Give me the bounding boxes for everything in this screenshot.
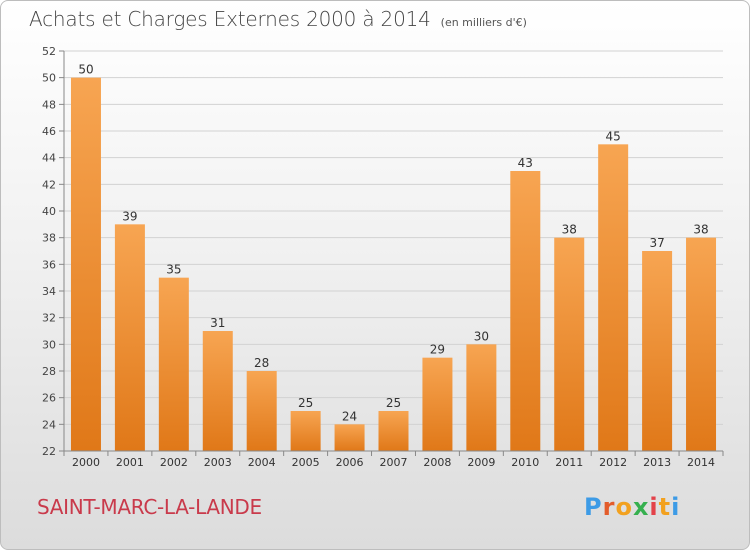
y-tick-label: 48 — [42, 98, 56, 111]
data-label: 37 — [649, 236, 664, 250]
bar-2011 — [554, 237, 585, 451]
logo-letter: t — [658, 493, 672, 521]
x-tick-label: 2008 — [423, 456, 451, 469]
x-tick-label: 2013 — [643, 456, 671, 469]
town-name: SAINT-MARC-LA-LANDE — [37, 495, 262, 519]
bar-2000 — [70, 77, 101, 452]
y-tick-label: 26 — [42, 392, 56, 405]
logo-letter: o — [615, 493, 633, 521]
y-tick-label: 36 — [42, 258, 56, 271]
x-tick-label: 2006 — [336, 456, 364, 469]
data-label: 43 — [518, 156, 533, 170]
y-tick-label: 50 — [42, 72, 56, 85]
logo-letter: P — [584, 493, 603, 521]
data-label: 35 — [166, 263, 181, 277]
y-tick-label: 30 — [42, 338, 56, 351]
bar-2006 — [334, 424, 365, 451]
data-label: 50 — [78, 63, 93, 77]
x-tick-label: 2002 — [160, 456, 188, 469]
bar-2014 — [686, 237, 717, 451]
bar-2009 — [466, 344, 497, 451]
bar-2001 — [114, 224, 145, 451]
x-tick-label: 2007 — [380, 456, 408, 469]
x-tick-label: 2000 — [72, 456, 100, 469]
data-label: 25 — [298, 396, 313, 410]
x-tick-label: 2011 — [555, 456, 583, 469]
y-tick-label: 32 — [42, 312, 56, 325]
x-tick-label: 2004 — [248, 456, 276, 469]
bar-2008 — [422, 357, 453, 451]
bar-2007 — [378, 411, 409, 451]
x-tick-label: 2010 — [511, 456, 539, 469]
data-label: 38 — [693, 223, 708, 237]
y-tick-label: 40 — [42, 205, 56, 218]
x-tick-label: 2005 — [292, 456, 320, 469]
x-tick-label: 2014 — [687, 456, 715, 469]
chart-title-block: Achats et Charges Externes 2000 à 2014 (e… — [29, 7, 527, 31]
y-axis: 22 24 26 28 30 32 34 36 38 40 42 44 46 48 50 52 — [42, 45, 65, 458]
y-tick-label: 28 — [42, 365, 56, 378]
bar-2005 — [290, 411, 321, 451]
data-label: 30 — [474, 329, 489, 343]
bar-2002 — [158, 277, 189, 451]
data-label: 28 — [254, 356, 269, 370]
y-tick-label: 34 — [42, 285, 56, 298]
logo-letter: i — [671, 493, 681, 521]
data-label: 24 — [342, 409, 357, 423]
data-label: 39 — [122, 209, 137, 223]
y-tick-label: 38 — [42, 232, 56, 245]
x-tick-label: 2009 — [467, 456, 495, 469]
y-tick-label: 42 — [42, 178, 56, 191]
x-tick-label: 2012 — [599, 456, 627, 469]
data-label: 31 — [210, 316, 225, 330]
x-tick-label: 2003 — [204, 456, 232, 469]
chart-title: Achats et Charges Externes 2000 à 2014 — [29, 7, 431, 31]
logo-letter: i — [649, 493, 659, 521]
bar-2003 — [202, 331, 233, 451]
chart-unit: (en milliers d'€) — [440, 16, 527, 29]
y-tick-label: 22 — [42, 445, 56, 458]
y-tick-label: 46 — [42, 125, 56, 138]
bar-2010 — [510, 171, 541, 451]
logo-letter: r — [602, 493, 616, 521]
logo-letter: x — [632, 493, 650, 521]
data-label: 29 — [430, 343, 445, 357]
y-tick-label: 24 — [42, 418, 56, 431]
x-axis: 2000 2001 2002 2003 2004 2005 2006 2007 2008 2009… — [63, 450, 724, 469]
bar-2004 — [246, 371, 277, 451]
x-tick-label: 2001 — [116, 456, 144, 469]
data-label: 38 — [562, 223, 577, 237]
bar-2013 — [642, 251, 673, 451]
proxiti-logo: Proxiti — [584, 493, 680, 521]
bar-2012 — [598, 144, 629, 452]
data-labels: 50 39 35 31 28 25 24 25 29 30 43 38 45 37 38 — [78, 63, 708, 424]
y-tick-label: 52 — [42, 45, 56, 58]
y-tick-label: 44 — [42, 152, 56, 165]
data-label: 45 — [606, 129, 621, 143]
data-label: 25 — [386, 396, 401, 410]
bars — [70, 77, 717, 452]
